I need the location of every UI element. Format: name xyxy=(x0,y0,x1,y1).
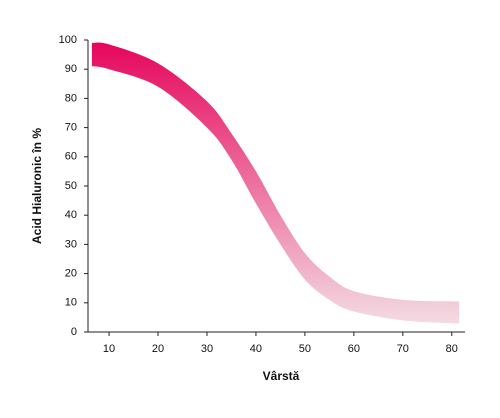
y-tick-label: 30 xyxy=(65,238,77,250)
band-area xyxy=(91,42,460,324)
y-tick-label: 80 xyxy=(65,92,77,104)
y-tick-label: 70 xyxy=(65,122,77,134)
x-tick-label: 40 xyxy=(250,343,262,355)
x-tick-label: 60 xyxy=(348,343,360,355)
x-tick-label: 70 xyxy=(397,343,409,355)
y-tick-label: 90 xyxy=(65,63,77,75)
y-tick-label: 60 xyxy=(65,151,77,163)
y-tick-label: 0 xyxy=(71,326,77,338)
y-tick-label: 10 xyxy=(65,297,77,309)
x-tick-label: 50 xyxy=(299,343,311,355)
x-axis-title: Vârstă xyxy=(263,369,300,383)
y-tick-label: 20 xyxy=(65,268,77,280)
x-tick-label: 30 xyxy=(201,343,213,355)
y-tick-label: 40 xyxy=(65,209,77,221)
x-tick-label: 80 xyxy=(446,343,458,355)
y-tick-label: 100 xyxy=(59,34,77,46)
x-tick-label: 10 xyxy=(103,343,115,355)
y-axis-title: Acid Hialuronic în % xyxy=(30,128,44,244)
y-tick-label: 50 xyxy=(65,180,77,192)
x-tick-label: 20 xyxy=(152,343,164,355)
